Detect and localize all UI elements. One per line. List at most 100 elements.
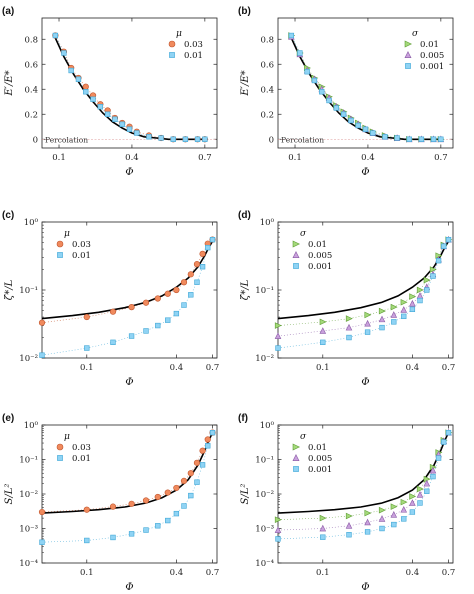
y-tick-label: 10⁻³ xyxy=(19,525,38,535)
data-point xyxy=(104,111,111,117)
data-point xyxy=(319,89,325,95)
data-point xyxy=(430,273,436,279)
data-point xyxy=(274,516,282,523)
legend-marker xyxy=(404,40,412,48)
x-axis-label: Φ xyxy=(125,377,133,388)
legend-entry: 0.001 xyxy=(308,465,332,475)
y-tick-label: 10⁰ xyxy=(24,421,39,431)
legend-title: μ xyxy=(64,432,70,442)
series-guide-0.005 xyxy=(277,239,449,337)
data-point xyxy=(193,261,201,268)
legend-marker xyxy=(292,240,300,248)
data-point xyxy=(409,299,416,307)
legend-entry: 0.01 xyxy=(308,443,327,453)
legend-marker xyxy=(293,263,299,269)
data-point xyxy=(364,518,371,526)
panel-label: (d) xyxy=(238,210,251,221)
data-point xyxy=(364,311,372,319)
x-tick-label: 0.1 xyxy=(316,568,330,578)
y-tick-label: 10⁻¹ xyxy=(255,456,274,466)
y-tick-label: 0.6 xyxy=(260,60,274,70)
data-point xyxy=(165,517,171,524)
x-tick-label: 0.4 xyxy=(170,568,184,578)
data-point xyxy=(84,537,90,544)
legend-title: σ xyxy=(412,29,419,39)
y-tick-label: 0.4 xyxy=(24,85,38,95)
series-guide-0.001 xyxy=(277,239,449,349)
x-tick-label: 0.7 xyxy=(434,153,448,163)
theory-curve xyxy=(277,240,450,320)
data-point xyxy=(297,50,303,56)
data-point xyxy=(181,302,187,308)
data-point xyxy=(379,324,385,331)
data-point xyxy=(274,526,282,533)
data-point xyxy=(345,315,353,322)
data-point xyxy=(364,509,372,517)
panel-e: (e)0.1 0.4 0.710⁻⁴10⁻³10⁻²10⁻¹10⁰ΦS/L²μ0.0… xyxy=(2,413,219,593)
legend-entry: 0.001 xyxy=(308,262,332,272)
legend-entry: 0.01 xyxy=(420,40,439,50)
y-tick-label: 0.2 xyxy=(24,110,38,120)
data-point xyxy=(194,479,200,485)
y-tick-label: 10⁻² xyxy=(255,354,274,364)
x-tick-label: 0.1 xyxy=(80,568,94,578)
data-point xyxy=(348,117,354,124)
data-point xyxy=(173,484,180,492)
legend-title: μ xyxy=(176,29,182,39)
legend-entry: 0.01 xyxy=(184,51,203,61)
y-axis-label: S/L² xyxy=(240,484,251,505)
x-tick-label: 0.7 xyxy=(198,153,212,163)
y-tick-label: 10⁰ xyxy=(260,218,275,228)
y-tick-label: 10⁻² xyxy=(255,490,274,500)
legend-marker xyxy=(292,251,300,259)
data-point xyxy=(370,130,376,136)
data-point xyxy=(401,313,407,320)
data-point xyxy=(173,510,180,517)
data-point xyxy=(204,436,211,443)
data-point xyxy=(209,236,216,243)
legend-marker xyxy=(292,454,300,462)
data-point xyxy=(391,319,397,325)
x-tick-label: 0.7 xyxy=(442,363,456,373)
data-point xyxy=(320,339,326,346)
data-point xyxy=(340,111,347,117)
data-point xyxy=(68,67,74,74)
data-point xyxy=(128,500,135,507)
y-tick-label: 10⁻¹ xyxy=(255,286,274,296)
data-point xyxy=(379,525,385,532)
legend-marker xyxy=(57,252,63,258)
data-point xyxy=(445,429,452,436)
legend-entry: 0.01 xyxy=(72,251,91,261)
series-guide-0.01 xyxy=(277,239,449,326)
data-point xyxy=(119,121,125,127)
plot-frame xyxy=(277,424,454,564)
data-point xyxy=(82,83,89,90)
y-axis-label: ζ*/L xyxy=(240,279,251,300)
legend-marker xyxy=(404,51,412,59)
data-point xyxy=(378,315,386,323)
y-tick-label: 10⁻² xyxy=(19,354,38,364)
legend-title: σ xyxy=(300,432,307,442)
data-point xyxy=(409,306,416,312)
data-point xyxy=(128,333,135,339)
legend-entry: 0.03 xyxy=(72,240,91,250)
legend-entry: 0.005 xyxy=(308,454,332,464)
data-point xyxy=(143,527,149,533)
data-point xyxy=(199,250,206,257)
data-point xyxy=(173,286,180,294)
y-tick-label: 0.6 xyxy=(24,60,38,70)
percolation-annotation: Percolation xyxy=(281,135,324,144)
legend-entry: 0.03 xyxy=(72,443,91,453)
data-point xyxy=(417,500,423,506)
plot-frame xyxy=(41,17,218,149)
data-point xyxy=(83,89,89,95)
legend-entry: 0.01 xyxy=(72,454,91,464)
data-point xyxy=(39,352,45,358)
series-guide-0.01 xyxy=(41,432,213,543)
data-point xyxy=(445,236,452,243)
data-point xyxy=(112,116,118,122)
data-point xyxy=(400,298,408,306)
data-point xyxy=(394,135,400,141)
